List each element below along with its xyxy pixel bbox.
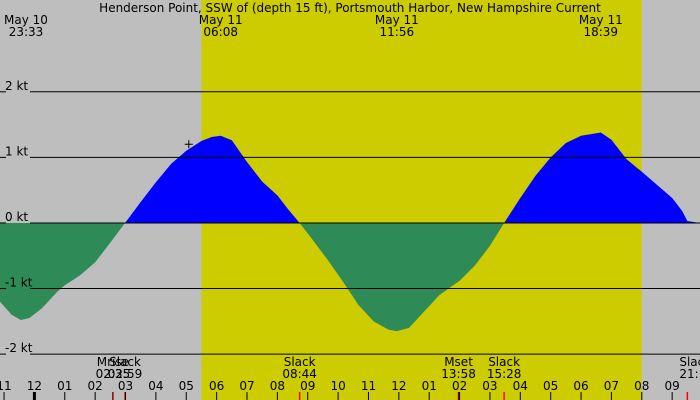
hour-tick-label: 02 bbox=[452, 379, 467, 393]
event-time: 02:35 bbox=[96, 367, 131, 381]
event-label: Mset bbox=[444, 355, 473, 369]
ebb-area bbox=[299, 223, 505, 332]
y-gridlines: 2 kt 1 kt 0 kt -1 kt -2 kt bbox=[0, 79, 700, 355]
flood-area bbox=[504, 132, 700, 223]
top-annotation-time: 11:56 bbox=[380, 25, 415, 39]
hour-tick-label: 06 bbox=[209, 379, 224, 393]
top-annotation-time: 23:33 bbox=[9, 25, 44, 39]
top-annotation-date: May 10 bbox=[4, 13, 48, 27]
hour-tick-label: 05 bbox=[543, 379, 558, 393]
chart-title: Henderson Point, SSW of (depth 15 ft), P… bbox=[99, 1, 601, 15]
event-label: Slack bbox=[679, 355, 700, 369]
y-tick-label: 2 kt bbox=[5, 79, 28, 93]
hour-tick-label: 01 bbox=[57, 379, 72, 393]
current-areas bbox=[0, 132, 700, 332]
y-tick-label: -2 kt bbox=[5, 341, 33, 355]
hour-tick-label: 12 bbox=[391, 379, 406, 393]
hour-tick-label: 11 bbox=[361, 379, 376, 393]
event-annotations: Mrise02:35Slack02:59Slack08:44Mset13:58S… bbox=[96, 355, 700, 400]
hour-tick-label: 05 bbox=[179, 379, 194, 393]
hour-tick-label: 04 bbox=[148, 379, 163, 393]
hour-tick-label: 01 bbox=[422, 379, 437, 393]
y-tick-label: 1 kt bbox=[5, 144, 28, 158]
event-label: Mrise bbox=[97, 355, 129, 369]
y-tick-label: -1 kt bbox=[5, 276, 33, 290]
event-label: Slack bbox=[488, 355, 520, 369]
hour-tick-label: 09 bbox=[665, 379, 680, 393]
event-label: Slack bbox=[284, 355, 316, 369]
top-annotation-date: May 11 bbox=[199, 13, 243, 27]
flood-area bbox=[125, 135, 300, 223]
top-annotation-time: 06:08 bbox=[203, 25, 238, 39]
hour-tick-label: 07 bbox=[604, 379, 619, 393]
event-time: 02:59 bbox=[108, 367, 143, 381]
top-annotation-date: May 11 bbox=[579, 13, 623, 27]
hour-axis: 11 12 01 02 03 04 05 06 07 08 09 10 11 12 01 02 03 04 05 06… bbox=[0, 379, 680, 400]
event-time: 08:44 bbox=[282, 367, 317, 381]
hour-tick-label: 08 bbox=[270, 379, 285, 393]
hour-tick-label: 10 bbox=[330, 379, 345, 393]
event-time: 21: bbox=[679, 367, 698, 381]
hour-tick-label: 08 bbox=[634, 379, 649, 393]
hour-tick-label: 11 bbox=[0, 379, 12, 393]
y-tick-label: 0 kt bbox=[5, 210, 28, 224]
hour-tick-label: 02 bbox=[88, 379, 103, 393]
hour-tick-label: 03 bbox=[118, 379, 133, 393]
ebb-area bbox=[0, 223, 125, 320]
top-annotation-time: 18:39 bbox=[583, 25, 618, 39]
event-label: Slack bbox=[109, 355, 141, 369]
hour-tick-label: 07 bbox=[239, 379, 254, 393]
event-time: 13:58 bbox=[441, 367, 476, 381]
event-time: 15:28 bbox=[487, 367, 522, 381]
hour-tick-label: 09 bbox=[300, 379, 315, 393]
hour-tick-label: 03 bbox=[482, 379, 497, 393]
top-annotation-date: May 11 bbox=[375, 13, 419, 27]
hour-tick-label: 06 bbox=[573, 379, 588, 393]
hour-tick-label: 04 bbox=[513, 379, 528, 393]
hour-tick-label: 12 bbox=[27, 379, 42, 393]
